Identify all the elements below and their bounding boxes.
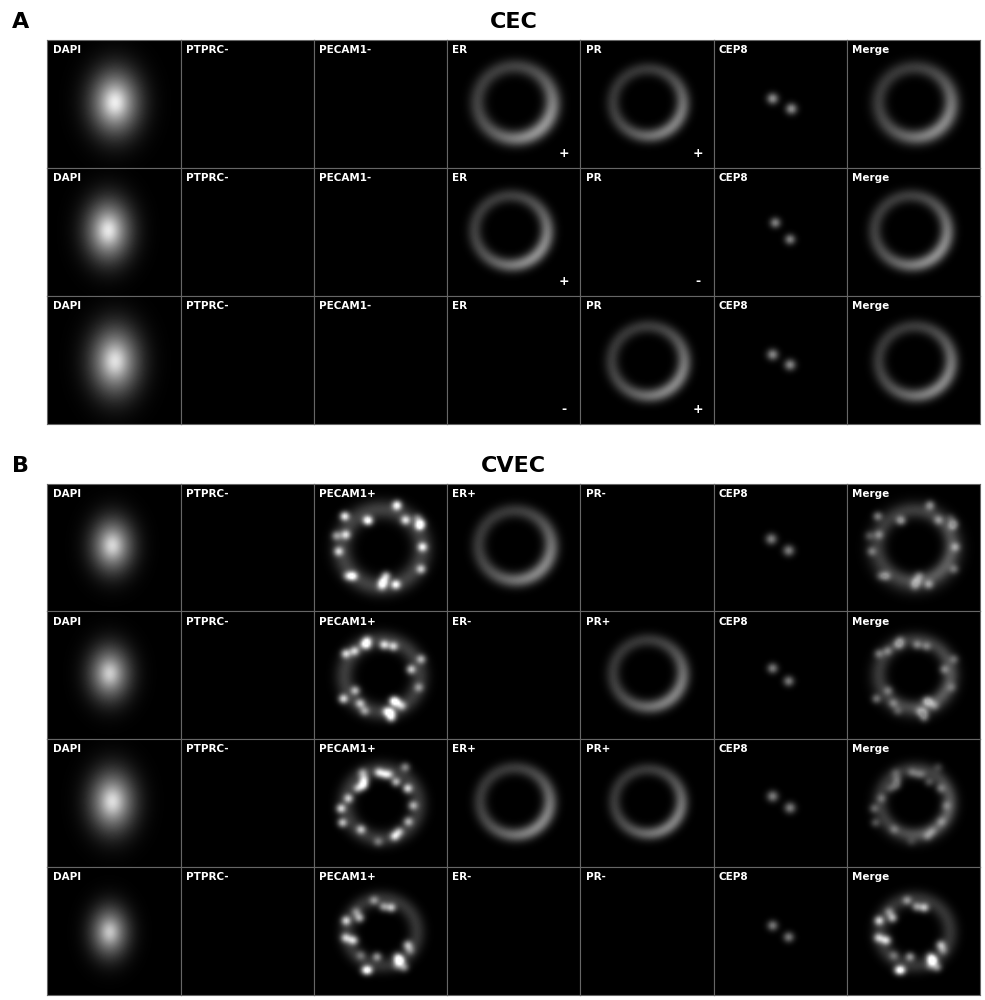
Text: PECAM1-: PECAM1-: [319, 173, 371, 183]
Text: CEP8: CEP8: [719, 872, 749, 882]
Text: PTPRC-: PTPRC-: [186, 744, 229, 754]
Text: CEP8: CEP8: [719, 489, 749, 499]
Text: Merge: Merge: [852, 872, 889, 882]
Text: Merge: Merge: [852, 489, 889, 499]
Text: -: -: [695, 275, 700, 288]
Text: CEP8: CEP8: [719, 45, 749, 55]
Text: PTPRC-: PTPRC-: [186, 872, 229, 882]
Text: ER: ER: [452, 45, 468, 55]
Text: PR+: PR+: [586, 617, 610, 627]
Text: ER+: ER+: [452, 744, 477, 754]
Text: DAPI: DAPI: [52, 617, 81, 627]
Text: Merge: Merge: [852, 45, 889, 55]
Text: Merge: Merge: [852, 617, 889, 627]
Text: PR: PR: [586, 173, 601, 183]
Text: PR+: PR+: [586, 744, 610, 754]
Text: DAPI: DAPI: [52, 173, 81, 183]
Text: PTPRC-: PTPRC-: [186, 489, 229, 499]
Text: PTPRC-: PTPRC-: [186, 617, 229, 627]
Text: +: +: [692, 147, 703, 160]
Text: ER: ER: [452, 173, 468, 183]
Text: PR-: PR-: [586, 872, 606, 882]
Text: PR-: PR-: [586, 489, 606, 499]
Text: DAPI: DAPI: [52, 489, 81, 499]
Text: CEP8: CEP8: [719, 173, 749, 183]
Text: PECAM1+: PECAM1+: [319, 744, 376, 754]
Text: PECAM1-: PECAM1-: [319, 301, 371, 311]
Text: ER+: ER+: [452, 489, 477, 499]
Text: PECAM1+: PECAM1+: [319, 617, 376, 627]
Text: DAPI: DAPI: [52, 872, 81, 882]
Text: DAPI: DAPI: [52, 301, 81, 311]
Text: Merge: Merge: [852, 173, 889, 183]
Text: B: B: [12, 456, 29, 476]
Text: PR: PR: [586, 301, 601, 311]
Text: PTPRC-: PTPRC-: [186, 45, 229, 55]
Text: +: +: [559, 275, 569, 288]
Text: CVEC: CVEC: [481, 456, 547, 476]
Text: -: -: [561, 403, 567, 416]
Text: PR: PR: [586, 45, 601, 55]
Text: Merge: Merge: [852, 301, 889, 311]
Text: ER: ER: [452, 301, 468, 311]
Text: PECAM1+: PECAM1+: [319, 872, 376, 882]
Text: PTPRC-: PTPRC-: [186, 173, 229, 183]
Text: CEC: CEC: [490, 12, 538, 32]
Text: Merge: Merge: [852, 744, 889, 754]
Text: DAPI: DAPI: [52, 744, 81, 754]
Text: +: +: [559, 147, 569, 160]
Text: DAPI: DAPI: [52, 45, 81, 55]
Text: PECAM1+: PECAM1+: [319, 489, 376, 499]
Text: ER-: ER-: [452, 872, 472, 882]
Text: ER-: ER-: [452, 617, 472, 627]
Text: A: A: [12, 12, 30, 32]
Text: PECAM1-: PECAM1-: [319, 45, 371, 55]
Text: +: +: [692, 403, 703, 416]
Text: CEP8: CEP8: [719, 301, 749, 311]
Text: PTPRC-: PTPRC-: [186, 301, 229, 311]
Text: CEP8: CEP8: [719, 617, 749, 627]
Text: CEP8: CEP8: [719, 744, 749, 754]
